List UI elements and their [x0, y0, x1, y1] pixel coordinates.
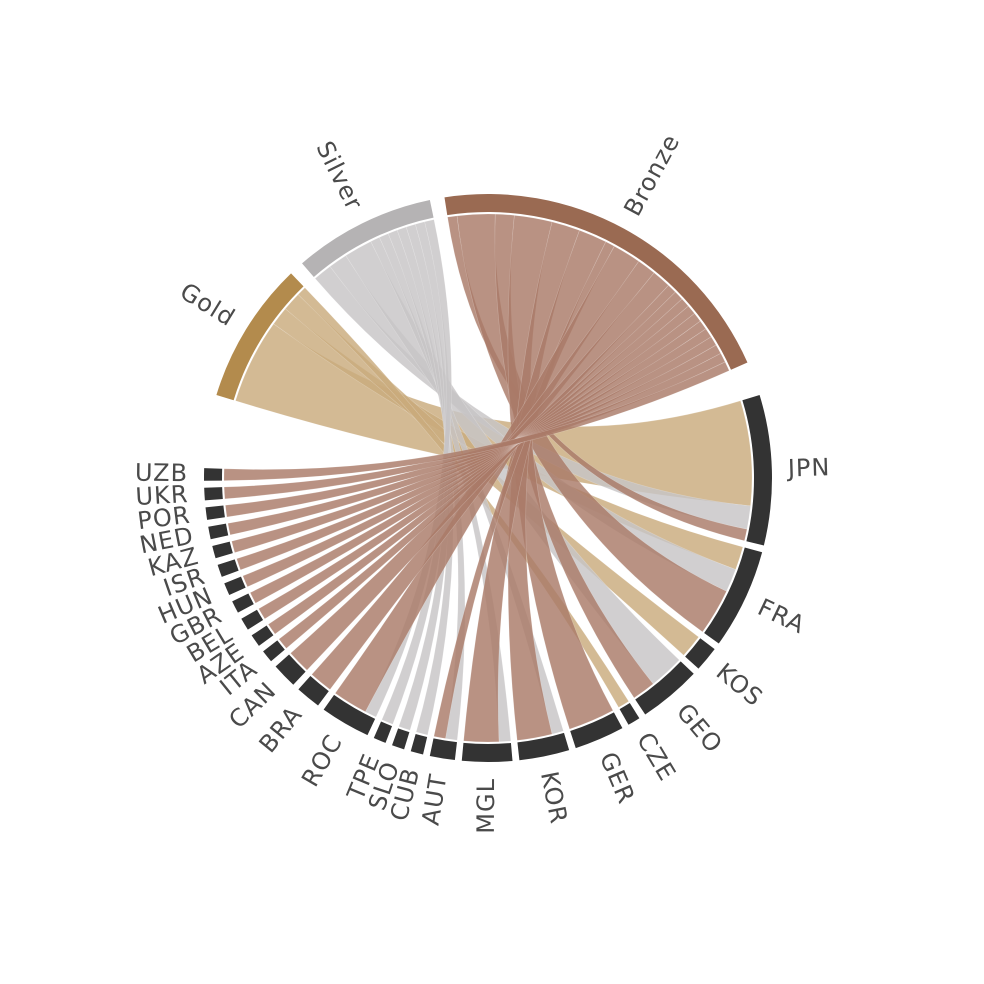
label-kor: KOR [535, 769, 573, 827]
arc-bel [241, 609, 264, 630]
label-fra: FRA [753, 593, 809, 639]
label-jpn: JPN [785, 453, 830, 482]
label-uzb: UZB [135, 459, 188, 488]
arc-por [205, 505, 225, 520]
arc-silver [302, 200, 434, 277]
arc-jpn [742, 394, 772, 546]
arc-ger [570, 712, 623, 749]
arc-aze [251, 625, 274, 646]
label-kos: KOS [711, 658, 769, 712]
label-silver: Silver [311, 137, 369, 215]
arc-fra [704, 547, 763, 644]
label-roc: ROC [296, 730, 348, 792]
ribbon-layer [223, 213, 753, 743]
arc-gold [216, 273, 304, 401]
label-mgl: MGL [472, 778, 500, 834]
arc-roc [323, 694, 376, 736]
label-ger: GER [594, 748, 641, 808]
arc-slo [392, 728, 410, 750]
arc-mgl [461, 742, 513, 763]
arc-aut [429, 738, 457, 761]
arc-cze [619, 703, 640, 725]
label-ukr: UKR [135, 480, 189, 511]
arc-ned [208, 523, 229, 540]
arc-uzb [203, 468, 223, 481]
arc-kos [685, 638, 715, 669]
ribbon-bronze-uzb [223, 361, 730, 481]
arc-ukr [204, 487, 223, 501]
arc-hun [224, 576, 246, 596]
arc-tpe [373, 721, 393, 743]
arc-cub [410, 733, 428, 755]
label-gold: Gold [175, 277, 240, 332]
arc-ita [263, 640, 285, 662]
arc-geo [635, 661, 694, 715]
ribbon-gold-cze [297, 287, 630, 708]
arc-can [275, 654, 306, 685]
arc-layer [203, 193, 772, 763]
arc-bra [298, 676, 329, 706]
arc-isr [217, 559, 239, 577]
arc-kaz [212, 541, 233, 559]
label-bronze: Bronze [618, 129, 685, 221]
arc-kor [517, 732, 570, 761]
arc-bronze [444, 193, 748, 370]
label-geo: GEO [671, 698, 728, 759]
label-cze: CZE [631, 728, 681, 786]
arc-gbr [232, 593, 254, 613]
label-por: POR [136, 501, 192, 535]
